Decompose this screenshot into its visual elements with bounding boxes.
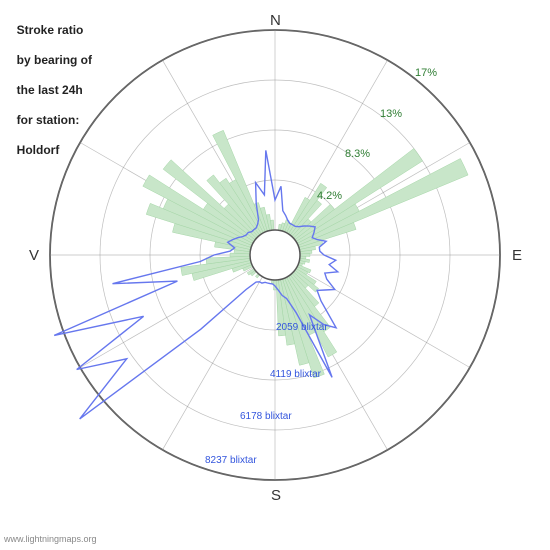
line-scale-label: 8237 blixtar — [205, 455, 257, 466]
ring-pct-label: 13% — [380, 108, 402, 120]
compass-n: N — [270, 12, 281, 29]
ratio-bars — [143, 130, 468, 378]
line-scale-label: 2059 blixtar — [276, 322, 328, 333]
polar-chart — [0, 0, 550, 550]
ring-pct-label: 4.2% — [317, 190, 342, 202]
compass-s: S — [271, 487, 281, 504]
ring-pct-label: 8.3% — [345, 148, 370, 160]
compass-e: E — [512, 247, 522, 264]
center-hole — [250, 230, 300, 280]
compass-w: V — [29, 247, 39, 264]
line-scale-label: 6178 blixtar — [240, 411, 292, 422]
ring-pct-label: 17% — [415, 67, 437, 79]
line-scale-label: 4119 blixtar — [270, 369, 321, 380]
